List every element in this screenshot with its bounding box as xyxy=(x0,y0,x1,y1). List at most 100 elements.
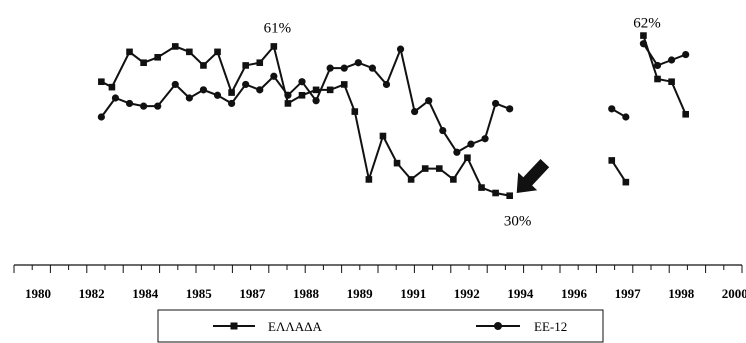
data-point-circle xyxy=(425,97,433,105)
data-point-circle xyxy=(154,102,162,110)
data-point-circle xyxy=(481,135,489,143)
annotation-label: 30% xyxy=(504,214,532,230)
data-point-circle xyxy=(382,80,391,89)
annotation-layer: 61% 62% 30% xyxy=(264,16,661,230)
data-point-circle xyxy=(639,40,648,48)
legend: ΕΛΛΑΔΑ ΕΕ-12 xyxy=(157,309,604,343)
data-point-circle xyxy=(340,64,348,72)
data-point-square xyxy=(608,157,616,164)
data-point-circle xyxy=(467,140,475,148)
series-line xyxy=(100,45,511,154)
series-line xyxy=(100,44,510,197)
data-point-square xyxy=(478,184,485,191)
x-tick-label: 1991 xyxy=(400,286,426,301)
data-point-circle xyxy=(608,105,616,113)
x-tick-label: 1998 xyxy=(668,286,695,301)
data-point-circle xyxy=(185,94,193,102)
data-point-circle xyxy=(171,80,179,89)
x-tick-label: 1992 xyxy=(454,286,480,301)
x-tick-label: 1982 xyxy=(79,286,105,301)
data-point-circle xyxy=(298,78,306,86)
data-point-circle xyxy=(97,113,105,121)
data-point-circle xyxy=(199,86,208,94)
data-point-square xyxy=(98,78,105,86)
data-point-circle xyxy=(506,105,514,113)
data-point-square xyxy=(256,59,264,67)
series-line xyxy=(642,43,687,67)
annotation-label: 61% xyxy=(264,20,292,36)
data-point-square xyxy=(668,78,675,86)
data-point-square xyxy=(379,132,387,140)
data-point-circle xyxy=(453,148,461,156)
data-point-circle xyxy=(256,86,264,94)
x-tick-label: 1996 xyxy=(561,286,588,301)
data-point-circle xyxy=(312,97,320,105)
data-point-circle xyxy=(228,99,236,108)
data-point-square xyxy=(326,86,334,94)
data-point-square xyxy=(464,154,471,162)
data-point-square xyxy=(492,189,499,197)
data-point-square xyxy=(171,43,179,50)
data-point-circle xyxy=(284,91,292,99)
x-tick-label: 2000 xyxy=(722,286,746,301)
data-point-square xyxy=(682,110,689,118)
data-point-square xyxy=(435,165,443,172)
data-point-square xyxy=(351,108,359,115)
series-1 xyxy=(98,32,689,200)
legend-marker-square xyxy=(230,322,238,330)
annotation-label: 62% xyxy=(633,16,661,32)
data-point-circle xyxy=(270,72,278,80)
data-point-square xyxy=(284,100,292,107)
legend-label: ΕΛΛΑΔΑ xyxy=(268,319,323,334)
data-point-square xyxy=(407,176,415,183)
data-point-square xyxy=(506,192,513,200)
data-point-square xyxy=(214,48,221,56)
x-tick-label: 1994 xyxy=(507,286,534,301)
series-2 xyxy=(97,40,690,156)
data-point-circle xyxy=(492,99,500,108)
x-axis-ticks xyxy=(13,265,743,273)
legend-marker-circle xyxy=(494,322,502,330)
data-point-square xyxy=(126,48,133,56)
series-line xyxy=(610,159,627,183)
data-point-square xyxy=(108,83,116,91)
x-tick-label: 1985 xyxy=(186,286,213,301)
x-tick-label: 1984 xyxy=(132,286,159,301)
data-point-circle xyxy=(653,61,662,70)
data-point-circle xyxy=(326,64,334,72)
data-point-circle xyxy=(368,64,376,72)
data-point-circle xyxy=(242,80,250,89)
data-point-square xyxy=(228,89,235,96)
data-point-circle xyxy=(354,59,362,67)
data-point-square xyxy=(393,159,401,167)
data-point-square xyxy=(242,62,249,69)
data-point-circle xyxy=(668,56,676,64)
data-point-circle xyxy=(411,107,419,116)
data-point-square xyxy=(421,165,429,172)
x-tick-label: 1989 xyxy=(347,286,374,301)
data-point-square xyxy=(154,53,161,61)
arrow-icon xyxy=(516,159,550,193)
x-axis-tick-labels: 1980 1982 1984 1985 1987 1988 1989 1991 1992 1994… xyxy=(25,286,746,301)
data-point-square xyxy=(298,91,306,99)
data-point-circle xyxy=(682,50,690,59)
arrow-layer xyxy=(516,159,550,193)
data-point-square xyxy=(640,32,647,39)
series-line xyxy=(642,35,687,115)
data-point-circle xyxy=(622,113,630,121)
x-tick-label: 1997 xyxy=(615,286,642,301)
data-point-square xyxy=(140,59,147,67)
data-point-square xyxy=(365,176,373,183)
data-point-square xyxy=(622,178,630,186)
data-point-circle xyxy=(439,126,447,135)
data-point-square xyxy=(186,48,193,56)
legend-label: ΕΕ-12 xyxy=(534,319,567,334)
data-point-square xyxy=(270,43,278,50)
data-point-square xyxy=(312,86,320,94)
data-point-circle xyxy=(213,91,222,99)
data-point-square xyxy=(450,176,457,183)
x-tick-label: 1987 xyxy=(239,286,266,301)
series-layer xyxy=(97,32,690,200)
data-point-circle xyxy=(125,99,134,108)
